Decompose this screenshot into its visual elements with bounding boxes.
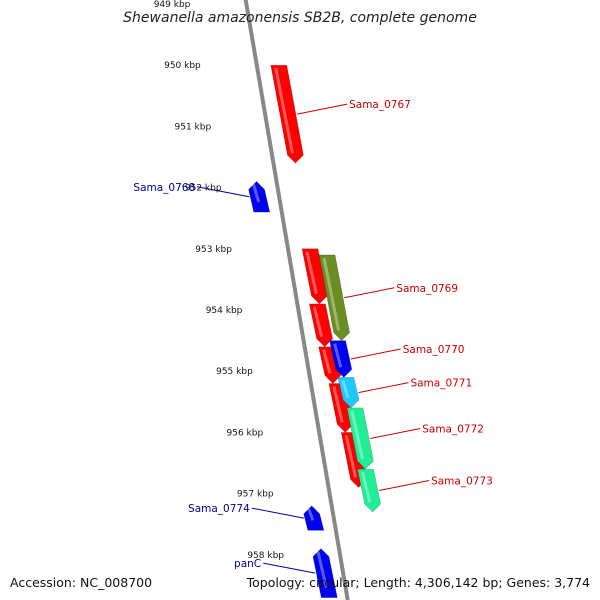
gene-label[interactable]: Sama_0774 — [188, 503, 250, 515]
gene-label[interactable]: Sama_0772 — [422, 424, 484, 436]
gene-arrow[interactable] — [301, 248, 328, 305]
gene-highlight — [333, 343, 343, 368]
gene-label[interactable]: Sama_0773 — [431, 476, 493, 488]
tick-label: 958 kbp — [247, 551, 284, 561]
label-leader — [358, 382, 409, 394]
gene-arrow[interactable] — [303, 505, 325, 531]
tick-label: 955 kbp — [216, 367, 253, 377]
accession-text: Accession: NC_008700 — [10, 575, 153, 590]
gene-highlight — [344, 435, 358, 478]
tick-label: 954 kbp — [206, 306, 243, 316]
gene-labels: Sama_0767 Sama_0768 Sama_0769 Sama_0770 Sama… — [133, 99, 493, 574]
tick-label: 951 kbp — [175, 122, 212, 132]
gene-label[interactable]: Sama_0771 — [410, 378, 472, 390]
gene-highlight — [322, 257, 341, 331]
gene-arrow[interactable] — [270, 64, 304, 164]
map-title: Shewanella amazonensis SB2B, complete ge… — [123, 10, 477, 26]
gene-label[interactable]: Sama_0769 — [396, 283, 458, 295]
tick-label: 956 kbp — [227, 428, 264, 438]
label-leader — [251, 507, 304, 519]
gene-arrow[interactable] — [346, 407, 374, 470]
label-leader — [263, 562, 316, 574]
label-leader — [370, 428, 421, 440]
gene-highlight — [252, 184, 261, 203]
gene-highlight — [350, 410, 364, 460]
tick-label: 953 kbp — [195, 245, 232, 255]
gene-arrow[interactable] — [318, 254, 350, 342]
tick-label: 950 kbp — [164, 61, 201, 71]
topology-text: Topology: circular; Length: 4,306,142 bp… — [246, 575, 590, 590]
gene-highlight — [274, 67, 294, 154]
gene-label[interactable]: Sama_0767 — [349, 99, 411, 111]
gene-highlight — [305, 251, 318, 295]
label-leader — [378, 480, 430, 492]
gene-highlight — [332, 386, 344, 423]
gene-highlight — [322, 349, 332, 374]
label-leader — [350, 348, 401, 360]
feature-layer — [248, 64, 382, 598]
gene-arrow[interactable] — [357, 468, 382, 513]
gene-arrow[interactable] — [329, 340, 353, 378]
label-leader — [297, 103, 348, 115]
label-leader — [197, 186, 250, 198]
gene-highlight — [307, 508, 315, 521]
gene-arrow[interactable] — [308, 303, 333, 348]
gene-highlight — [341, 379, 350, 399]
label-leader — [344, 287, 395, 299]
tick-label: 949 kbp — [154, 0, 191, 10]
gene-highlight — [312, 306, 324, 338]
gene-label[interactable]: panC — [234, 558, 261, 570]
gene-arrow[interactable] — [312, 548, 338, 598]
backbone-line — [243, 0, 350, 600]
tick-label: 957 kbp — [237, 490, 274, 500]
gene-highlight — [316, 551, 328, 588]
gene-arrow[interactable] — [248, 181, 271, 213]
gene-label[interactable]: Sama_0768 — [133, 182, 195, 194]
gene-highlight — [360, 471, 372, 503]
gene-arrow[interactable] — [337, 377, 360, 409]
tick-label: 952 kbp — [185, 184, 222, 194]
gene-label[interactable]: Sama_0770 — [403, 344, 465, 356]
